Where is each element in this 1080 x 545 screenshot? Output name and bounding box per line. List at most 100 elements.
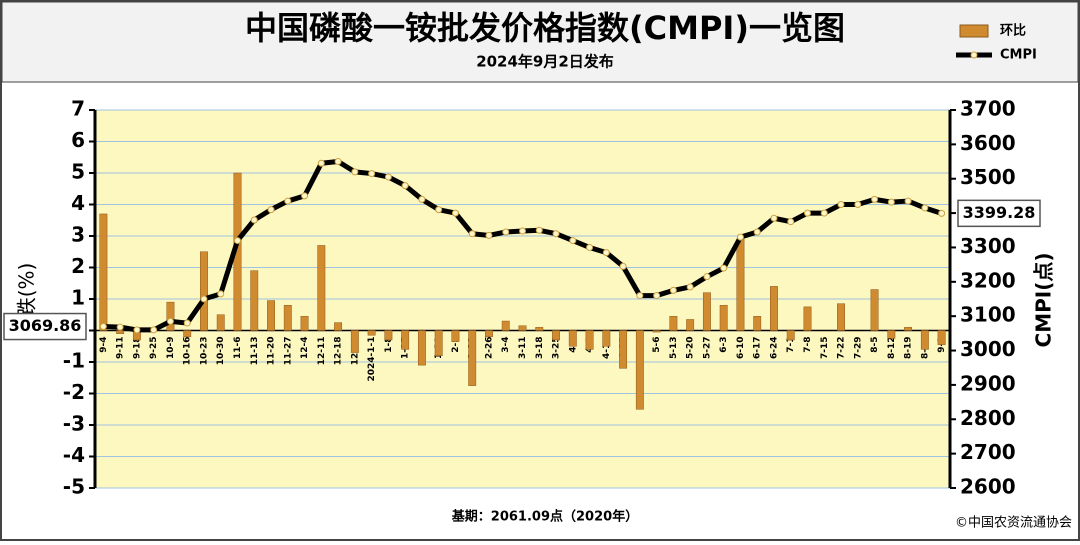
footnote: 基期：2061.09点（2020年） — [451, 509, 638, 525]
y-tick-label: -3 — [63, 412, 85, 436]
bar — [887, 330, 896, 339]
cmpi-point — [586, 243, 594, 251]
x-tick-label: 9-25 — [149, 337, 159, 360]
bar — [702, 292, 711, 331]
cmpi-point — [871, 195, 879, 203]
header-band — [1, 1, 1079, 83]
bar — [552, 330, 560, 341]
cmpi-point — [636, 292, 644, 300]
y2-tick-label: 2700 — [960, 440, 1016, 464]
legend-swatch-dot — [970, 51, 978, 59]
bar — [753, 316, 762, 331]
chart-title: 中国磷酸一铵批发价格指数(CMPI)一览图 — [245, 9, 845, 47]
cmpi-point — [904, 197, 912, 205]
y2-tick-label: 3000 — [960, 337, 1016, 361]
value-label: 3069.86 — [9, 316, 82, 335]
bar — [535, 327, 544, 331]
cmpi-point — [317, 159, 325, 167]
y-tick-label: 6 — [71, 128, 85, 152]
cmpi-point — [401, 182, 409, 190]
bar — [116, 330, 125, 334]
cmpi-point — [552, 230, 560, 238]
y2-tick-label: 2600 — [960, 475, 1016, 499]
x-tick-label: 5-27 — [702, 337, 712, 360]
bar — [200, 251, 208, 331]
x-tick-label: 12-11 — [317, 337, 327, 366]
x-tick-label: 3-4 — [501, 337, 511, 353]
y2-tick-label: 3200 — [960, 268, 1016, 292]
legend-swatch — [959, 24, 989, 38]
y2-tick-label: 3600 — [960, 131, 1016, 155]
bar — [736, 238, 745, 331]
bar — [619, 330, 628, 369]
x-tick-label: 7-8 — [803, 337, 813, 353]
bar — [417, 330, 426, 366]
x-tick-label: 10-16 — [183, 337, 193, 366]
cmpi-point — [669, 286, 677, 294]
cmpi-point — [770, 214, 778, 222]
bar — [434, 330, 443, 356]
cmpi-point — [502, 228, 510, 236]
x-tick-label: 4-15 — [602, 337, 612, 360]
y-tick-label: 4 — [71, 191, 85, 215]
bar — [451, 330, 460, 342]
bar — [384, 330, 393, 341]
cmpi-point — [653, 292, 661, 300]
x-tick-label: 9-18 — [132, 337, 142, 360]
y-tick-label: 3 — [71, 223, 85, 247]
cmpi-point — [569, 237, 577, 245]
cmpi-point — [736, 233, 744, 241]
cmpi-point — [267, 206, 275, 214]
chart-subtitle: 2024年9月2日发布 — [476, 53, 614, 71]
source: ©中国农资流通协会 — [955, 516, 1072, 531]
cmpi-point — [753, 228, 761, 236]
bar — [686, 319, 695, 331]
cmpi-point — [519, 227, 526, 235]
y-tick-label: 5 — [71, 160, 85, 184]
x-tick-label: 7-29 — [853, 337, 863, 360]
y-tick-label: -5 — [63, 475, 85, 499]
bar — [166, 301, 175, 331]
bar — [635, 330, 644, 410]
cmpi-point — [686, 283, 694, 291]
cmpi-point — [334, 158, 342, 166]
bar — [216, 314, 225, 331]
cmpi-point — [602, 249, 610, 257]
y2-tick-label: 2900 — [960, 371, 1016, 395]
value-label-box — [957, 199, 1041, 228]
y-tick-label: -2 — [63, 380, 85, 404]
x-tick-label: 3-11 — [518, 337, 528, 360]
y2-tick-label: 3700 — [960, 97, 1016, 121]
legend-label: 环比 — [1000, 23, 1026, 39]
bar — [99, 213, 108, 331]
cmpi-point — [250, 216, 258, 224]
x-tick-label: 11-20 — [267, 337, 277, 366]
cmpi-point — [435, 206, 443, 214]
x-tick-label: 7-1 — [786, 337, 796, 353]
cmpi-point — [854, 201, 862, 208]
x-tick-label: 6-24 — [769, 337, 779, 360]
bar — [350, 330, 359, 353]
bar — [770, 286, 778, 331]
x-tick-label: 11-6 — [233, 337, 243, 360]
bar — [300, 316, 309, 331]
x-tick-label: 11-27 — [283, 337, 293, 366]
cmpi-point — [351, 168, 359, 176]
bar — [585, 330, 594, 350]
bar — [317, 245, 326, 331]
cmpi-point — [116, 323, 124, 331]
x-tick-label: 8-5 — [870, 337, 880, 353]
x-tick-label: 10-9 — [166, 337, 176, 360]
cmpi-point — [183, 319, 191, 327]
x-tick-label: 5-13 — [669, 337, 679, 360]
cmpi-point — [418, 195, 426, 203]
value-label: 3399.28 — [963, 203, 1036, 222]
bar — [568, 330, 577, 347]
cmpi-point — [451, 209, 459, 217]
x-tick-label: 3-25 — [552, 337, 562, 360]
x-tick-label: 10-30 — [216, 337, 226, 366]
cmpi-point — [820, 209, 828, 217]
cmpi-point — [703, 273, 711, 281]
bar — [501, 320, 510, 331]
